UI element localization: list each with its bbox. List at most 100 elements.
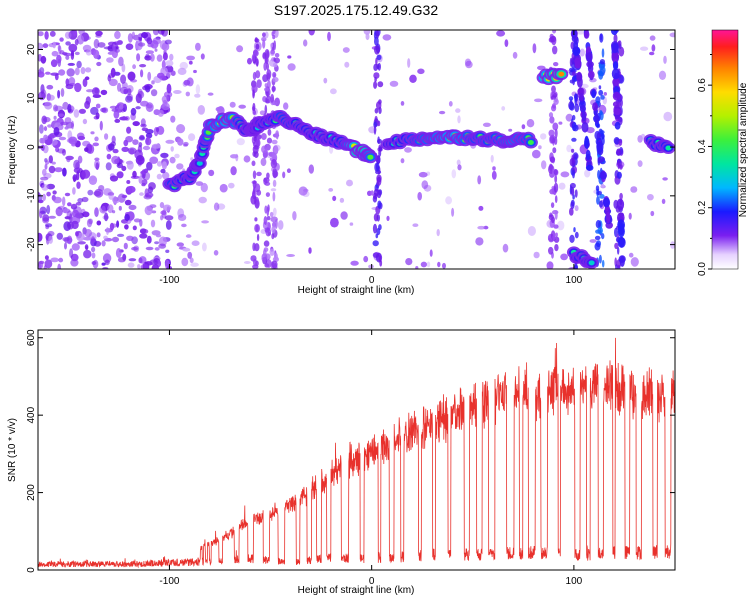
heatmap-noise-blob [151,143,161,149]
heatmap-streak-blob [272,191,276,202]
heatmap-noise-blob [188,60,193,65]
heatmap-noise-blob [111,108,119,112]
heatmap-noise-blob [490,154,494,163]
heatmap-noise-blob [90,236,96,245]
heatmap-diagonal-blob [583,30,590,39]
heatmap-streak-blob [617,159,620,170]
heatmap-noise-blob [40,137,46,144]
heatmap-noise-blob [44,31,49,40]
heatmap-noise-blob [140,69,144,78]
heatmap-streak-blob [373,125,377,135]
heatmap-streak-blob [572,194,575,200]
heatmap-noise-blob [197,105,205,115]
heatmap-noise-blob [145,137,152,146]
heatmap-noise-blob [566,144,572,153]
heatmap-noise-blob [77,241,86,245]
heatmap-streak-blob [252,89,255,99]
heatmap-noise-blob [298,186,308,196]
heatmap-noise-blob [415,266,419,269]
heatmap-streak-blob [548,37,554,43]
heatmap-diagonal-blob [616,198,625,211]
heatmap-diagonal-blob [584,137,590,150]
heatmap-noise-blob [173,90,182,94]
heatmap-noise-blob [146,37,153,45]
heatmap-noise-blob [628,212,632,220]
heatmap-noise-blob [42,214,50,222]
heatmap-noise-blob [188,133,196,142]
heatmap-noise-blob [86,89,94,93]
heatmap-noise-blob [160,215,164,221]
heatmap-diagonal-blob [585,149,591,161]
heatmap-noise-blob [110,141,116,147]
heatmap-noise-blob [84,147,89,153]
heatmap-noise-blob [439,110,446,115]
heatmap-noise-blob [55,206,63,217]
heatmap-streak-blob [614,242,619,250]
heatmap-noise-blob [51,161,56,165]
heatmap-noise-blob [161,102,170,111]
spectrogram-frame [37,29,676,270]
heatmap-noise-blob [270,188,277,192]
snr-panel: -100 0 100 0 200 400 600 Height of straight l… [7,329,676,596]
heatmap-ridge-core [588,260,595,266]
heatmap-streak-blob [266,69,272,80]
heatmap-streak-blob [549,116,555,124]
heatmap-streak-blob [269,211,274,218]
heatmap-noise-blob [41,115,47,125]
heatmap-noise-blob [259,110,266,116]
heatmap-streak-blob [374,45,380,55]
heatmap-noise-blob [132,121,140,127]
heatmap-streak-blob [373,72,380,79]
y-tick-label: -20 [26,237,37,252]
heatmap-streak-blob [601,233,605,240]
heatmap-noise-blob [97,42,106,48]
heatmap-noise-blob [647,194,654,201]
heatmap-streak-blob [252,102,256,112]
heatmap-noise-blob [576,30,585,35]
heatmap-noise-blob [409,74,417,84]
heatmap-diagonal-blob [597,156,605,163]
heatmap-noise-blob [119,86,129,94]
heatmap-diagonal-blob [599,171,607,180]
heatmap-noise-blob [138,175,143,184]
heatmap-noise-blob [421,180,429,190]
heatmap-streak-blob [271,226,276,234]
heatmap-noise-blob [477,225,486,230]
heatmap-noise-blob [417,68,425,75]
heatmap-streak-blob [378,146,383,152]
heatmap-noise-blob [160,210,167,215]
heatmap-streak-blob [272,168,278,179]
heatmap-streak-blob [376,101,382,110]
heatmap-noise-blob [328,188,334,192]
heatmap-streak-blob [377,81,384,88]
heatmap-noise-blob [407,58,411,68]
heatmap-diagonal-blob [581,122,589,133]
heatmap-noise-blob [64,126,69,130]
heatmap-streak-blob [569,157,576,167]
heatmap-noise-blob [135,106,141,110]
x-tick-label: -100 [159,275,179,286]
heatmap-noise-blob [84,229,92,238]
heatmap-noise-blob [340,211,348,220]
heatmap-noise-blob [40,210,46,214]
heatmap-noise-blob [100,107,107,113]
heatmap-streak-blob [272,76,279,83]
heatmap-noise-blob [187,251,193,259]
heatmap-noise-blob [177,214,187,221]
heatmap-noise-blob [64,31,72,39]
heatmap-noise-blob [62,52,68,56]
y-tick-label: -10 [26,188,37,203]
heatmap-streak-blob [373,121,378,128]
heatmap-noise-blob [85,49,92,56]
y-tick-label: 20 [26,44,37,56]
heatmap-streak-blob [273,62,278,68]
heatmap-noise-blob [323,77,328,84]
heatmap-noise-blob [272,207,277,217]
heatmap-noise-blob [219,183,228,193]
heatmap-noise-blob [116,162,124,169]
heatmap-noise-blob [287,55,292,59]
heatmap-noise-blob [137,264,141,269]
heatmap-streak-blob [266,95,272,104]
heatmap-ridge-core [558,71,565,77]
heatmap-streak-blob [256,79,262,88]
